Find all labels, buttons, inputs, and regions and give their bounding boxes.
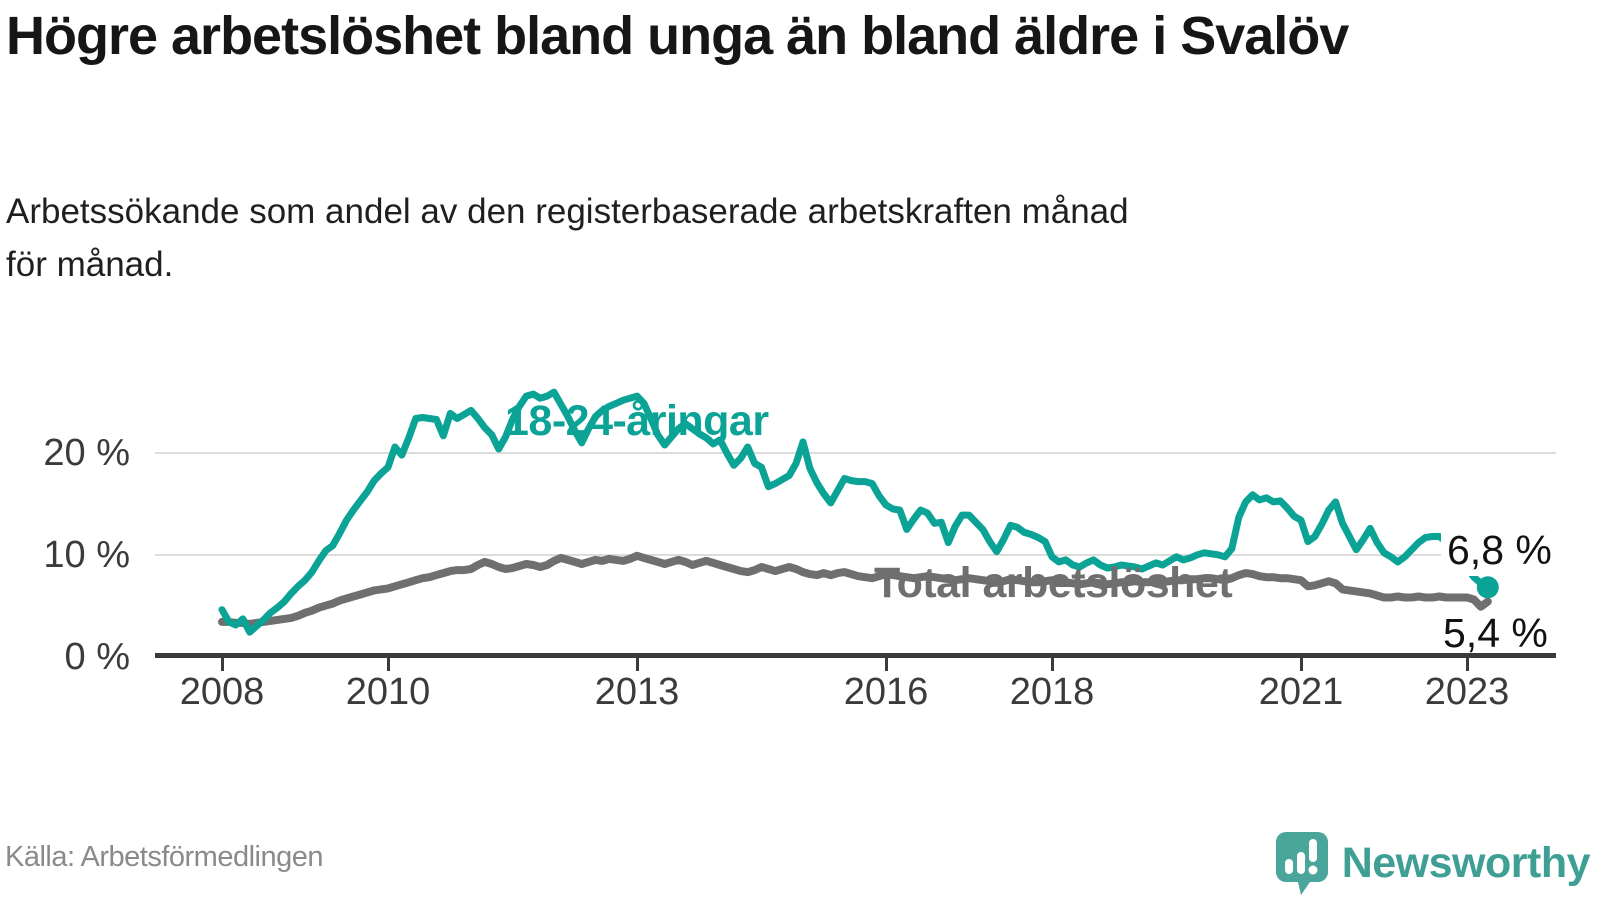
chart-title: Högre arbetslöshet bland unga än bland ä… bbox=[6, 6, 1349, 66]
chart-subtitle: Arbetssökande som andel av den registerb… bbox=[6, 192, 1129, 284]
y-axis-label: 10 % bbox=[43, 533, 130, 576]
x-axis-label: 2010 bbox=[345, 671, 431, 713]
gridline bbox=[155, 553, 1556, 556]
x-axis-line bbox=[155, 653, 1556, 658]
youth-series-line bbox=[218, 388, 1492, 636]
x-axis-tick bbox=[386, 658, 390, 671]
x-axis-tick bbox=[635, 658, 639, 671]
youth-series-label: 18-24-åringar bbox=[505, 397, 769, 445]
newsworthy-logo: Newsworthy bbox=[1272, 830, 1591, 896]
x-axis-label: 2023 bbox=[1424, 671, 1510, 713]
x-axis-tick bbox=[1299, 658, 1303, 671]
x-axis-label: 2021 bbox=[1258, 671, 1344, 713]
newsworthy-logo-text: Newsworthy bbox=[1341, 838, 1591, 887]
x-axis-label: 2008 bbox=[179, 671, 265, 713]
x-axis-tick bbox=[1050, 658, 1054, 671]
total-series-line bbox=[218, 551, 1492, 628]
gridline bbox=[155, 452, 1556, 455]
x-axis-tick bbox=[1465, 658, 1469, 671]
youth-end-value-label: 6,8 % bbox=[1441, 525, 1558, 576]
y-axis-label: 0 % bbox=[64, 635, 130, 678]
newsworthy-logo-icon bbox=[1275, 832, 1328, 895]
x-axis-label: 2013 bbox=[594, 671, 680, 713]
source-note: Källa: Arbetsförmedlingen bbox=[5, 841, 323, 873]
x-axis-label: 2018 bbox=[1009, 671, 1095, 713]
total-end-value-label: 5,4 % bbox=[1443, 610, 1548, 656]
x-axis-tick bbox=[884, 658, 888, 671]
x-axis-tick bbox=[220, 658, 224, 671]
y-axis-label: 20 % bbox=[43, 432, 130, 475]
x-axis-label: 2016 bbox=[843, 671, 929, 713]
youth-series-end-dot bbox=[1476, 576, 1499, 599]
total-series-label: Total arbetslöshet bbox=[874, 559, 1233, 607]
